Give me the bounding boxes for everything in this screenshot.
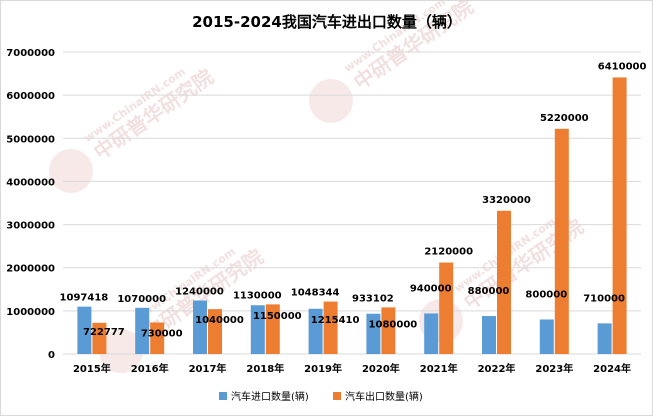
export-bar <box>497 210 511 354</box>
x-category-label: 2022年 <box>478 362 516 375</box>
export-value-label: 1040000 <box>195 315 244 326</box>
y-tick-label: 6000000 <box>6 91 55 102</box>
import-value-label: 800000 <box>525 289 567 300</box>
export-value-label: 1080000 <box>369 320 418 331</box>
y-tick-label: 5000000 <box>6 134 55 145</box>
watermark-logo <box>99 329 143 373</box>
x-category-label: 2016年 <box>131 362 169 375</box>
x-category-label: 2019年 <box>304 362 342 375</box>
export-value-label: 3320000 <box>482 195 531 206</box>
import-bar <box>482 316 496 354</box>
import-bar <box>597 323 612 354</box>
y-axis: 0 1000000 2000000 3000000 4000000 5000000 6000… <box>6 48 55 361</box>
import-value-label: 1097418 <box>60 293 109 304</box>
import-bar <box>539 319 554 354</box>
export-bar <box>92 322 107 354</box>
import-bar <box>424 313 439 354</box>
export-value-label: 5220000 <box>540 113 589 124</box>
x-category-label: 2015年 <box>73 362 111 375</box>
y-tick-label: 4000000 <box>6 177 55 188</box>
export-bar <box>381 307 396 354</box>
export-bar <box>265 304 280 354</box>
import-value-label: 933102 <box>352 293 394 304</box>
export-bar <box>208 309 222 354</box>
import-value-label: 880000 <box>468 286 510 297</box>
import-value-label: 1048344 <box>291 288 340 299</box>
export-bar <box>554 128 569 354</box>
import-value-label: 1240000 <box>175 287 224 298</box>
x-category-label: 2021年 <box>420 362 458 375</box>
data-labels: 1097418 722777 1070000 730000 1240000 1040000… <box>60 61 647 339</box>
import-bar <box>250 305 265 354</box>
y-tick-label: 7000000 <box>6 48 55 59</box>
export-bar <box>150 322 165 354</box>
import-bar <box>308 308 323 354</box>
x-category-label: 2018年 <box>246 362 284 375</box>
legend-swatch-export <box>333 392 341 400</box>
chart-title: 2015-2024我国汽车进出口数量（辆） <box>192 13 462 31</box>
export-bar <box>612 77 627 354</box>
legend-label-export: 汽车出口数量(辆) <box>345 390 423 403</box>
watermark-logo <box>309 79 353 123</box>
export-value-label: 722777 <box>83 327 125 338</box>
gridlines <box>63 51 641 355</box>
y-tick-label: 2000000 <box>6 264 55 275</box>
import-bar <box>193 300 207 354</box>
x-category-label: 2023年 <box>535 362 573 375</box>
import-bar <box>135 307 150 354</box>
export-value-label: 2120000 <box>424 247 473 258</box>
legend-swatch-import <box>219 392 227 400</box>
import-bar <box>366 313 381 354</box>
x-category-label: 2024年 <box>593 362 631 375</box>
x-category-label: 2020年 <box>362 362 400 375</box>
x-axis: 2015年 2016年 2017年 2018年 2019年 2020年 2021年 2022年… <box>73 362 631 375</box>
y-tick-label: 1000000 <box>6 307 55 318</box>
import-value-label: 710000 <box>583 293 625 304</box>
legend: 汽车进口数量(辆) 汽车出口数量(辆) <box>219 390 423 403</box>
watermark-logo <box>49 149 93 193</box>
import-value-label: 1130000 <box>233 290 282 301</box>
y-tick-label: 3000000 <box>6 221 55 232</box>
export-value-label: 1150000 <box>253 311 302 322</box>
legend-label-import: 汽车进口数量(辆) <box>231 390 309 403</box>
export-bar <box>439 262 454 354</box>
x-category-label: 2017年 <box>189 362 227 375</box>
export-value-label: 1215410 <box>311 315 360 326</box>
export-value-label: 6410000 <box>598 61 647 72</box>
bars <box>77 77 627 354</box>
import-value-label: 940000 <box>410 283 452 294</box>
import-value-label: 1070000 <box>117 294 166 305</box>
export-value-label: 730000 <box>141 329 183 340</box>
import-bar <box>77 306 92 354</box>
export-bar <box>323 301 338 354</box>
y-tick-label: 0 <box>48 350 55 361</box>
